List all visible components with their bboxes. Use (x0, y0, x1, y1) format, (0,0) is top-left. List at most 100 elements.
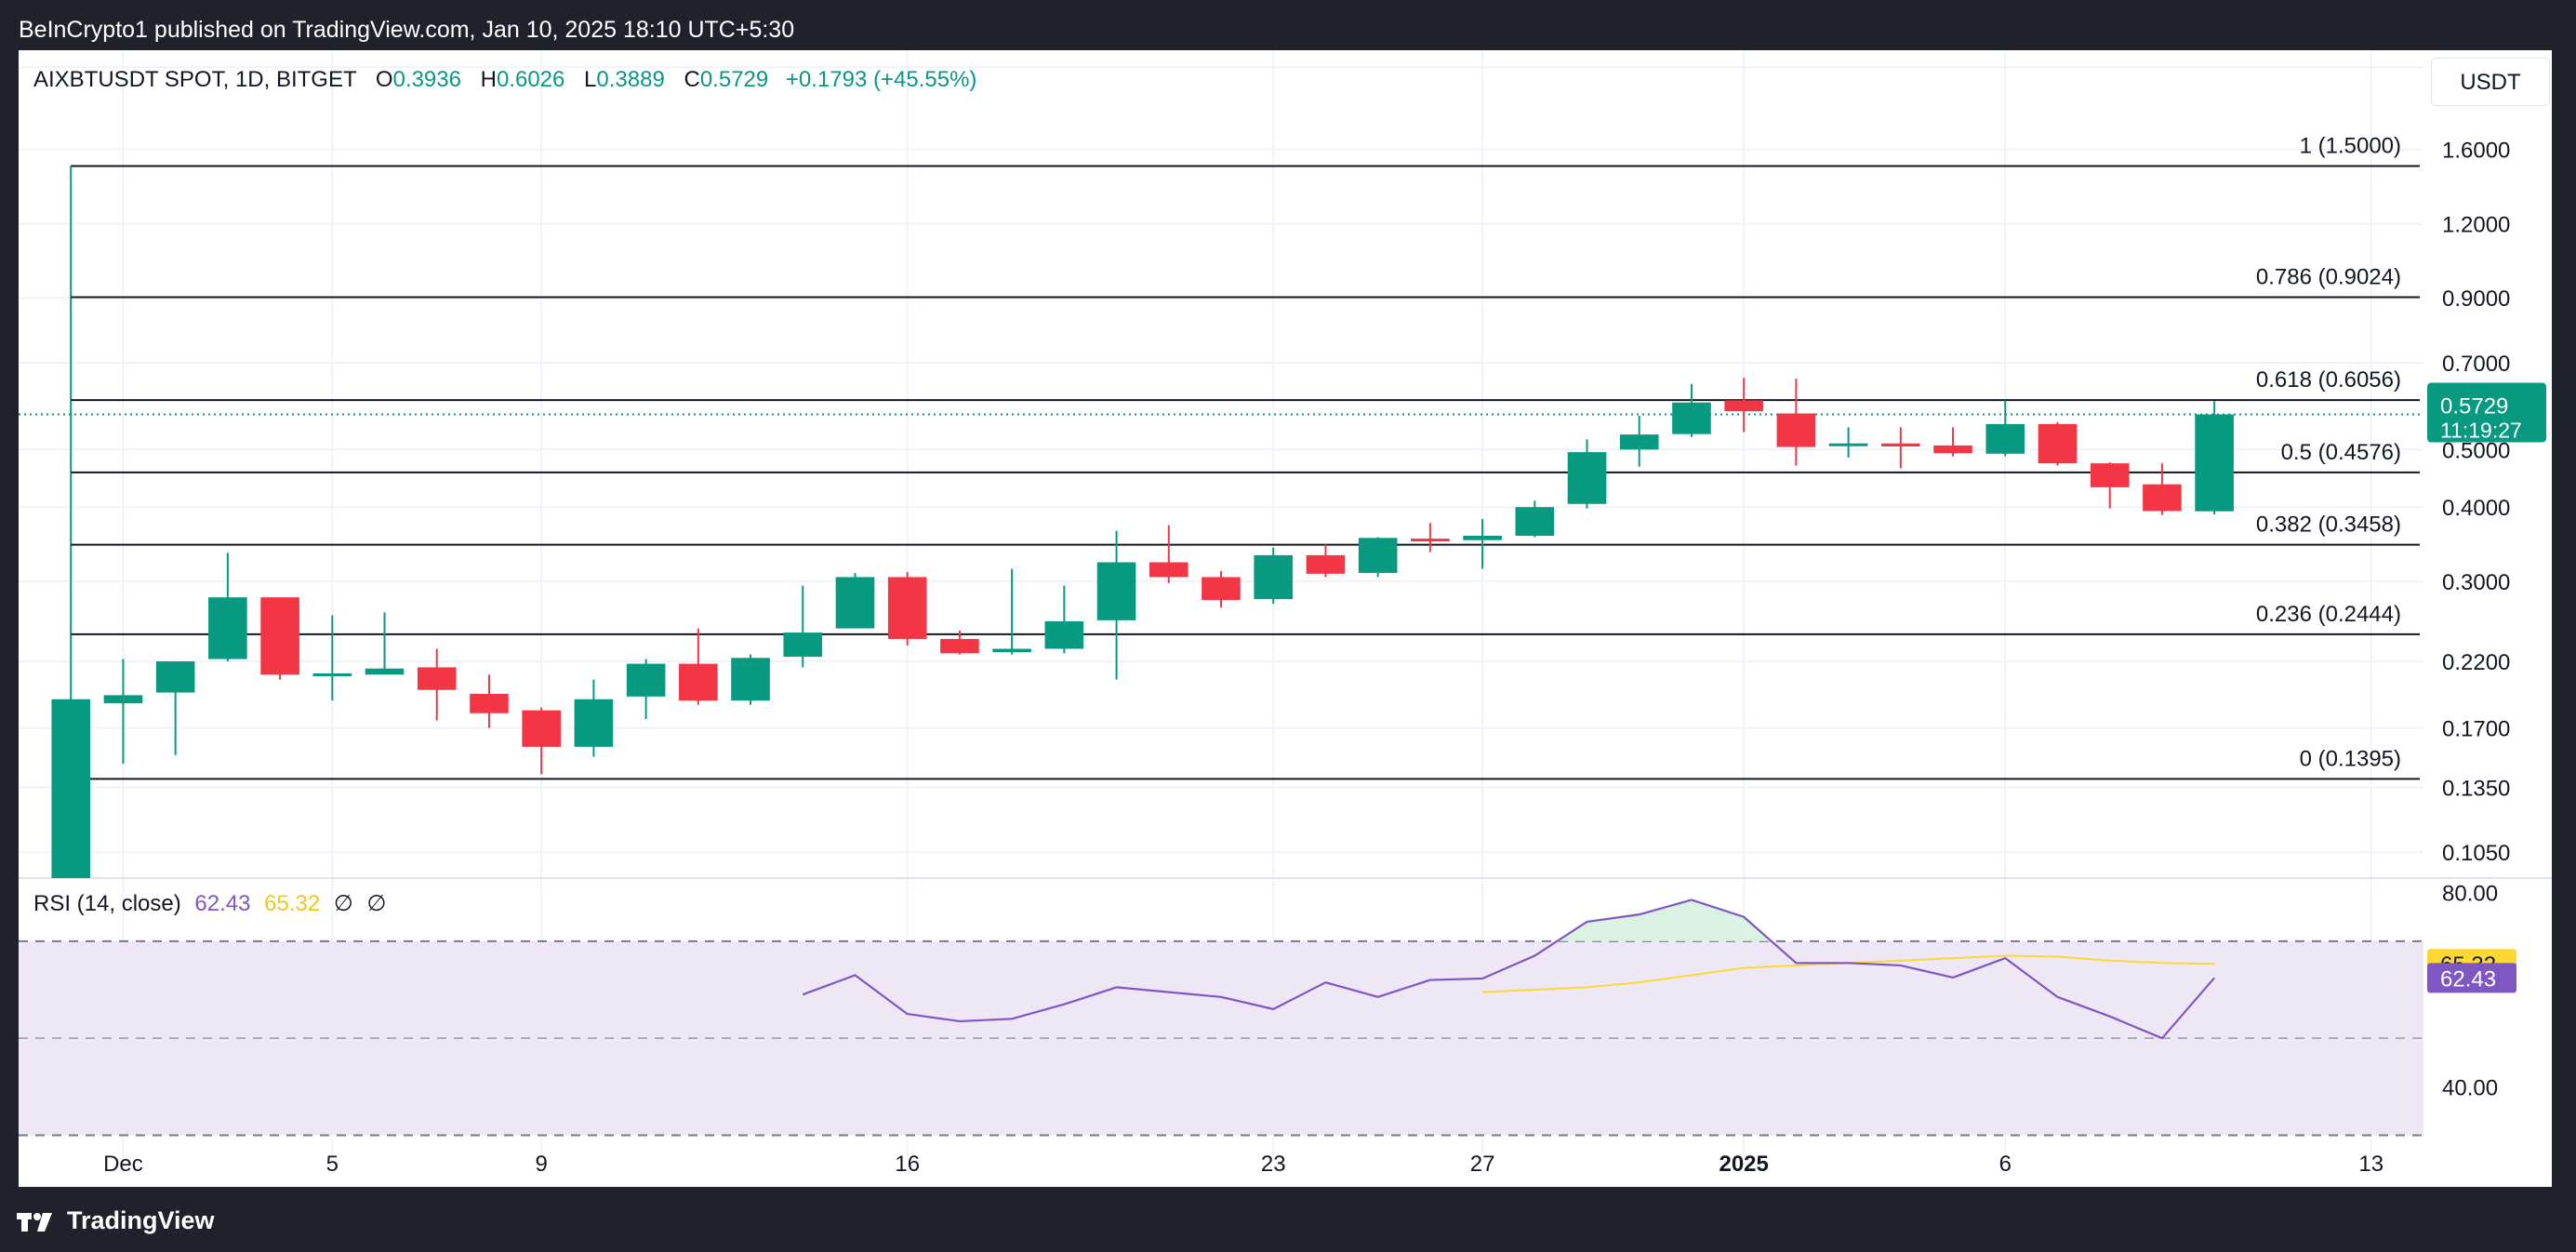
candle-2024-12-13 (731, 654, 770, 705)
candle-body (1358, 538, 1398, 573)
candle-body (2143, 484, 2182, 512)
candle-body (51, 699, 91, 878)
candle-body (940, 638, 979, 654)
candle-2024-12-06 (365, 612, 405, 675)
candle-2025-01-07 (2038, 421, 2078, 466)
time-axis-label-0: Dec (103, 1152, 143, 1177)
candle-body (417, 667, 457, 690)
candle-body (1933, 445, 1972, 454)
candle-2024-12-23 (1254, 547, 1294, 605)
candle-2024-12-18 (992, 568, 1031, 655)
fib-level-label-2: 0.618 (0.6056) (2256, 367, 2401, 393)
candle-body (208, 597, 247, 659)
candle-body (1254, 554, 1294, 600)
candle-body (835, 577, 875, 629)
candle-body (1306, 554, 1346, 574)
axes-layer: 2.20001.60001.20000.90000.70000.50000.40… (103, 56, 2510, 1177)
candle-body (365, 668, 405, 675)
change-value: +0.1793 (+45.55%) (785, 67, 977, 92)
candle-body (1985, 423, 2025, 454)
open-label: O (375, 67, 393, 92)
candle-2024-12-09 (522, 707, 561, 775)
time-axis-label-3: 16 (895, 1152, 920, 1177)
candle-2025-01-08 (2090, 461, 2130, 509)
fib-level-label-0: 1 (1.5000) (2300, 134, 2401, 159)
fib-level-label-4: 0.382 (0.3458) (2256, 513, 2401, 538)
candle-body (1881, 443, 1920, 446)
candle-body (1776, 413, 1816, 447)
rsi-line (802, 899, 2215, 1040)
symbol-legend: AIXBTUSDT SPOT, 1D, BITGET O0.3936 H0.60… (33, 63, 976, 97)
time-axis-label-7: 6 (1999, 1152, 2012, 1177)
candle-body (103, 695, 143, 704)
candle-2024-12-14 (783, 585, 823, 668)
candle-body (522, 710, 561, 747)
price-axis-label-3: 0.9000 (2442, 286, 2510, 312)
chart-panel[interactable]: 1 (1.5000) 0.786 (0.9024) 0.618 (0.6056) 0.… (19, 50, 2552, 1187)
published-by-text: BeInCrypto1 published on TradingView.com… (19, 17, 795, 43)
rsi-legend-value: 62.43 (194, 891, 251, 916)
candle-body (1619, 434, 1659, 450)
fib-level-label-1: 0.786 (0.9024) (2256, 265, 2401, 290)
time-axis-label-8: 13 (2358, 1152, 2383, 1177)
tradingview-brand: TradingView (67, 1206, 215, 1234)
fib-level-label-6: 0 (0.1395) (2300, 746, 2401, 771)
currency-button[interactable]: USDT (2431, 58, 2550, 106)
rsi-badge-value: 62.43 (2440, 966, 2496, 992)
fibonacci-layer[interactable]: 1 (1.5000) 0.786 (0.9024) 0.618 (0.6056) 0.… (19, 134, 2423, 780)
candle-2024-12-07 (417, 648, 457, 721)
candles-layer (51, 378, 2234, 878)
candle-2024-12-02 (155, 661, 195, 755)
candle-2025-01-04 (1881, 427, 1920, 469)
price-axis-label-10: 0.1350 (2442, 777, 2510, 802)
price-axis-label-2: 1.2000 (2442, 212, 2510, 237)
candle-2024-12-11 (626, 659, 666, 719)
price-axis-label-8: 0.2200 (2442, 650, 2510, 675)
rsi-axis-label-0: 80.00 (2442, 882, 2498, 907)
candle-body (1567, 452, 1607, 504)
candle-2024-12-01 (103, 659, 143, 765)
candle-body (887, 577, 927, 639)
symbol-name[interactable]: AIXBTUSDT SPOT, 1D, BITGET (33, 67, 357, 92)
candle-body (783, 633, 823, 658)
tradingview-logo-icon (17, 1212, 52, 1232)
open-value: 0.3936 (392, 67, 461, 92)
candle-body (731, 658, 770, 701)
rsi-title[interactable]: RSI (14, close) (33, 891, 181, 916)
null-value-icon-2: ∅ (366, 891, 387, 916)
candle-2024-12-19 (1044, 585, 1084, 654)
low-label: L (584, 67, 597, 92)
candle-body (1096, 562, 1136, 620)
tradingview-footer[interactable]: TradingView (17, 1204, 215, 1237)
time-axis-label-1: 5 (326, 1152, 339, 1177)
candle-2024-12-25 (1358, 537, 1398, 578)
candle-body (1724, 400, 1763, 412)
candle-2024-11-30 (51, 699, 91, 878)
candle-2024-12-12 (679, 628, 718, 705)
close-value: 0.5729 (699, 67, 769, 92)
chart-canvas[interactable]: 1 (1.5000) 0.786 (0.9024) 0.618 (0.6056) 0.… (19, 50, 2552, 1187)
candle-2024-12-05 (312, 615, 352, 701)
price-axis-label-6: 0.4000 (2442, 496, 2510, 521)
high-value: 0.6026 (496, 67, 565, 92)
candle-body (1149, 562, 1188, 578)
candle-2024-12-20 (1096, 530, 1136, 680)
time-axis-label-2: 9 (535, 1152, 547, 1177)
candle-2025-01-10 (2195, 401, 2234, 515)
candle-body (626, 663, 666, 697)
rsi-badge: 62.43 (2427, 963, 2516, 993)
rsi-background-layer (19, 939, 2423, 1137)
candle-2024-12-26 (1411, 523, 1450, 553)
candle-2025-01-01 (1724, 378, 1763, 433)
price-axis-label-9: 0.1700 (2442, 717, 2510, 742)
null-value-icon: ∅ (333, 891, 353, 916)
rsi-axis-label-1: 40.00 (2442, 1075, 2498, 1100)
candle-body (1202, 577, 1241, 601)
low-value: 0.3889 (596, 67, 665, 92)
rsi-overbought-fill-0 (1557, 899, 1772, 941)
candle-2024-12-10 (574, 679, 614, 757)
candle-2024-12-31 (1672, 383, 1711, 437)
